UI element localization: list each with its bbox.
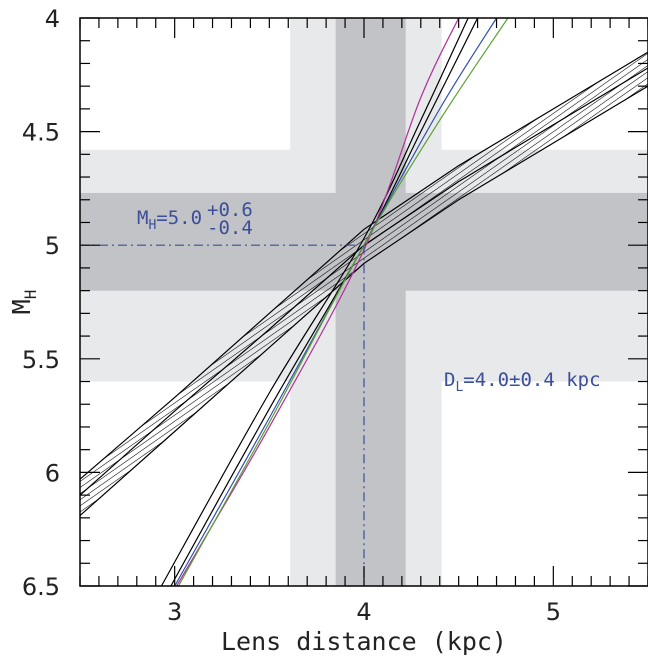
model-curve-magenta-2 (176, 18, 460, 586)
x-tick-label: 4 (356, 598, 371, 626)
x-tick-label: 3 (167, 598, 182, 626)
x-tick-label: 5 (546, 598, 561, 626)
distance-1sigma-band (335, 18, 406, 586)
x-axis-title: Lens distance (kpc) (221, 627, 507, 656)
y-tick-label: 5 (45, 232, 60, 260)
dl-annotation: DL=4.0±0.4 kpc (444, 369, 601, 395)
hatched-band-fill (80, 52, 648, 516)
mh-annotation-main: M (137, 207, 148, 229)
y-tick-label: 5.5 (22, 346, 60, 374)
y-axis-title: MH (7, 290, 40, 315)
hatched-band-lower-edge (80, 85, 648, 517)
mh-annotation-inf: -0.4 (207, 217, 253, 239)
mh-annotation-sup: +0.6 (207, 199, 253, 221)
mh-annotation: MH=5.0 (137, 207, 202, 233)
model-curves (160, 18, 509, 586)
y-tick-label: 6.5 (22, 573, 60, 601)
best-fit-guides (80, 244, 365, 586)
dl-annotation-sub: L (455, 380, 463, 395)
y-tick-label: 6 (45, 459, 60, 487)
y-axis-title-sub: H (21, 290, 40, 300)
mh-annotation-sub: H (148, 218, 156, 233)
axes: 3 4 5 4 4.5 5 5.5 6 6.5 (22, 5, 648, 626)
dl-annotation-main: D (444, 369, 455, 391)
y-axis-title-main: M (7, 299, 36, 314)
dl-annotation-value: =4.0±0.4 kpc (463, 369, 600, 391)
hatched-band-upper-edge (80, 51, 648, 480)
model-curve-green-4 (177, 18, 509, 586)
y-tick-label: 4 (45, 5, 60, 33)
y-tick-label: 4.5 (22, 119, 60, 147)
model-curve-black-1 (160, 18, 469, 586)
mh-annotation-value: =5.0 (156, 207, 202, 229)
